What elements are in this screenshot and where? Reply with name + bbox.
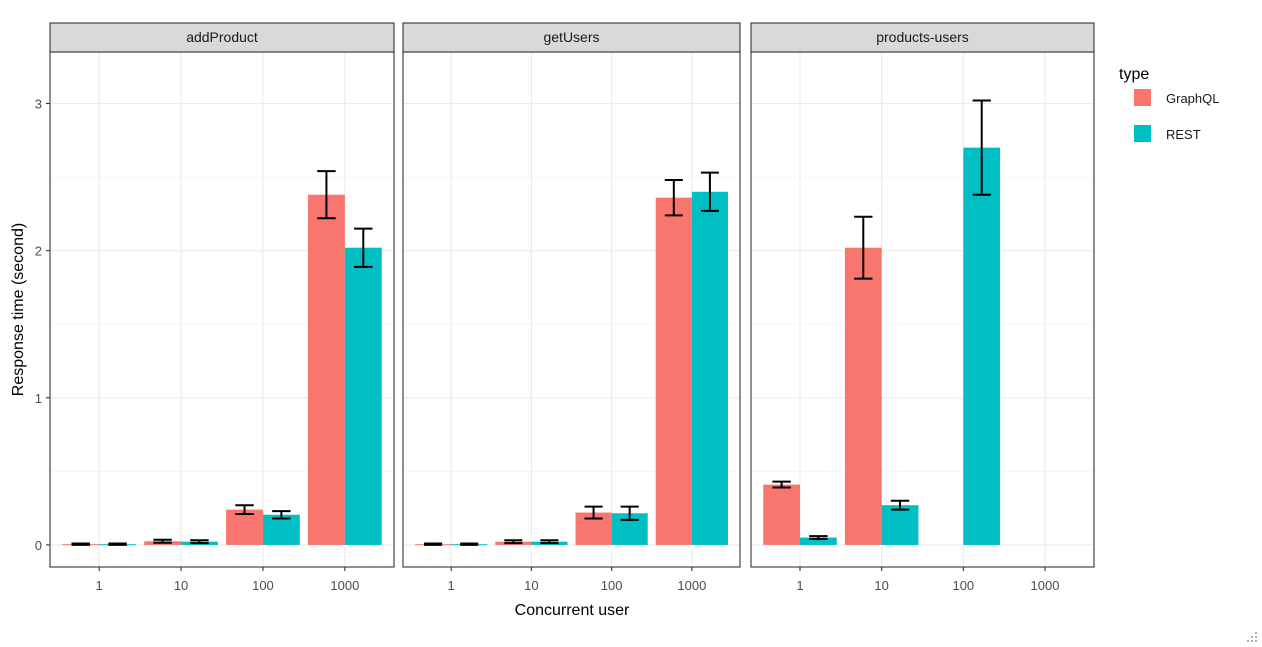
bar-GraphQL-1000 (308, 194, 345, 545)
bar-REST-10 (881, 505, 919, 545)
error-bar-GraphQL-1000 (664, 179, 683, 217)
error-bar-REST-1000 (354, 227, 373, 268)
legend-key-GraphQL (1134, 89, 1151, 106)
bar-REST-1000 (344, 247, 382, 545)
y-tick-label: 2 (35, 244, 42, 259)
legend-key-REST (1134, 125, 1151, 142)
legend-title: type (1119, 66, 1149, 83)
y-tick-label: 0 (35, 538, 42, 553)
x-tick-label: 1000 (1031, 578, 1060, 593)
facet-label: getUsers (543, 29, 599, 45)
y-axis-title: Response time (second) (10, 223, 27, 396)
error-bar-REST-1000 (700, 171, 719, 212)
legend-label-REST: REST (1166, 127, 1201, 142)
panel-addProduct: addProduct 1 10 100 1000 0 1 2 3 (35, 22, 395, 593)
bar-REST-100 (963, 147, 1001, 545)
facet-strip (49, 22, 395, 53)
error-bar-GraphQL-100 (584, 505, 603, 520)
x-tick-label: 1 (796, 578, 803, 593)
bar-REST-1 (800, 537, 837, 545)
x-tick-label: 1000 (330, 578, 359, 593)
panel-background (751, 52, 1094, 567)
error-bar-REST-1 (460, 542, 479, 546)
y-tick-label: 3 (35, 97, 42, 112)
x-tick-label: 1 (96, 578, 103, 593)
facet-strip (750, 22, 1095, 53)
error-bar-GraphQL-10 (153, 538, 172, 544)
error-bar-GraphQL-1 (71, 542, 90, 546)
error-bar-GraphQL-10 (854, 215, 873, 280)
facet-label: products-users (876, 29, 969, 45)
error-bar-GraphQL-100 (235, 504, 254, 516)
x-tick-label: 10 (174, 578, 188, 593)
facet-strip (402, 22, 741, 53)
resize-grip-icon[interactable] (1246, 631, 1258, 643)
error-bar-REST-10 (890, 499, 910, 511)
error-bar-REST-1 (809, 535, 828, 541)
x-tick-label: 1000 (677, 578, 706, 593)
legend-label-GraphQL: GraphQL (1166, 91, 1219, 106)
x-tick-label: 100 (252, 578, 274, 593)
panel-products-users: products-users 1 10 100 1000 (750, 22, 1095, 593)
error-bar-REST-100 (972, 99, 991, 196)
bar-GraphQL-1000 (655, 197, 692, 545)
facet-label: addProduct (186, 29, 258, 45)
y-tick-label: 1 (35, 391, 42, 406)
x-axis-title: Concurrent user (515, 602, 630, 619)
panel-getUsers: getUsers 1 10 100 1000 (402, 22, 741, 593)
bar-GraphQL-1 (763, 484, 800, 545)
x-tick-label: 10 (874, 578, 888, 593)
error-bar-REST-100 (620, 505, 639, 521)
x-tick-label: 10 (524, 578, 538, 593)
x-tick-label: 100 (952, 578, 974, 593)
x-tick-label: 100 (601, 578, 623, 593)
error-bar-GraphQL-1 (424, 542, 443, 546)
error-bar-REST-10 (190, 539, 209, 545)
bar-REST-100 (262, 514, 300, 545)
error-bar-REST-10 (540, 539, 559, 545)
error-bar-GraphQL-10 (504, 539, 523, 545)
error-bar-REST-1 (108, 542, 127, 546)
legend: type GraphQL REST (1119, 66, 1219, 142)
error-bar-GraphQL-1 (772, 480, 791, 489)
bar-GraphQL-100 (226, 509, 263, 545)
error-bar-REST-100 (272, 510, 291, 520)
bar-GraphQL-10 (844, 247, 882, 545)
bar-REST-1000 (691, 191, 728, 545)
error-bar-GraphQL-1000 (317, 170, 336, 220)
x-tick-label: 1 (448, 578, 455, 593)
